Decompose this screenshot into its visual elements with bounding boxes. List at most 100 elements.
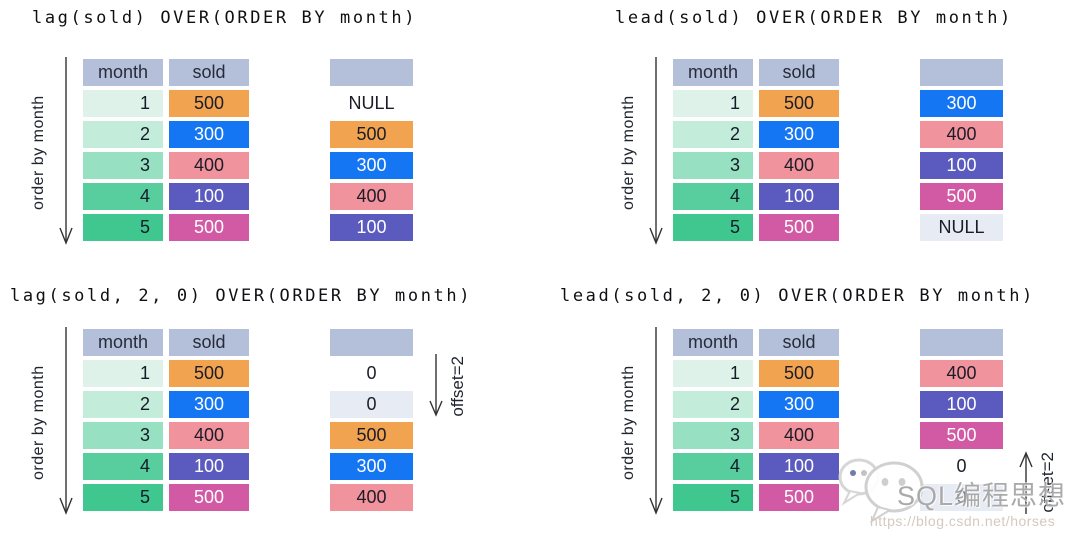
source-table: month sold 1 500 2 300 3 400 4 100 5 500	[673, 329, 839, 515]
month-cell: 4	[83, 453, 163, 480]
table-row: 3 400	[83, 152, 249, 179]
table-row: 2 300	[83, 391, 249, 418]
month-cell: 5	[673, 214, 753, 241]
table-row: 4 100	[83, 453, 249, 480]
order-arrow-icon	[59, 327, 73, 515]
axis-label: order by month	[30, 95, 47, 211]
sold-cell: 100	[169, 453, 249, 480]
column-header-month: month	[83, 59, 163, 86]
month-cell: 4	[83, 183, 163, 210]
table-row: 5 500	[83, 484, 249, 511]
month-cell: 3	[83, 152, 163, 179]
quadrant-title: lead(sold, 2, 0) OVER(ORDER BY month)	[560, 286, 1035, 306]
sold-cell: 300	[759, 121, 839, 148]
result-cell: 300	[920, 90, 1003, 117]
sold-cell: 500	[759, 214, 839, 241]
offset-annotation: offset=2	[428, 354, 468, 418]
sold-cell: 500	[759, 484, 839, 511]
quadrant-title: lag(sold) OVER(ORDER BY month)	[32, 8, 418, 28]
table-row: 3 400	[83, 422, 249, 449]
table-row: 1 500	[673, 90, 839, 117]
result-column: 300 400 100 500 NULL	[920, 59, 1003, 245]
table-row: 3 400	[673, 422, 839, 449]
result-cell: 0	[366, 363, 377, 383]
quadrant-title: lead(sold) OVER(ORDER BY month)	[615, 8, 1013, 28]
result-cell: 300	[330, 152, 413, 179]
table-row: 4 100	[673, 183, 839, 210]
month-cell: 5	[83, 484, 163, 511]
result-header-cell	[330, 59, 413, 86]
result-cell: 0	[920, 484, 1003, 511]
axis-label: order by month	[30, 365, 47, 481]
sold-cell: 300	[759, 391, 839, 418]
source-table: month sold 1 500 2 300 3 400 4 100 5 500	[673, 59, 839, 245]
quadrant: lead(sold) OVER(ORDER BY month) order by…	[540, 0, 1080, 273]
month-cell: 3	[673, 422, 753, 449]
column-header-sold: sold	[169, 59, 249, 86]
month-cell: 4	[673, 183, 753, 210]
sold-cell: 400	[759, 422, 839, 449]
sold-cell: 400	[169, 422, 249, 449]
result-cell: 500	[330, 422, 413, 449]
offset-label: offset=2	[448, 355, 467, 417]
table-rows: 1 500 2 300 3 400 4 100 5 500	[673, 360, 839, 511]
month-cell: 3	[83, 422, 163, 449]
table-row: 5 500	[673, 484, 839, 511]
source-table: month sold 1 500 2 300 3 400 4 100 5 500	[83, 329, 249, 515]
table-row: 4 100	[83, 183, 249, 210]
table-row: 2 300	[673, 391, 839, 418]
result-cells: 300 400 100 500 NULL	[920, 90, 1003, 241]
column-header-sold: sold	[759, 59, 839, 86]
table-rows: 1 500 2 300 3 400 4 100 5 500	[83, 360, 249, 511]
result-cell: 500	[330, 121, 413, 148]
axis-label: order by month	[620, 95, 637, 211]
column-header-month: month	[673, 59, 753, 86]
result-cell: NULL	[348, 93, 395, 113]
order-arrow-icon	[649, 57, 663, 245]
column-header-sold: sold	[169, 329, 249, 356]
month-cell: 2	[83, 391, 163, 418]
result-cell: 400	[920, 121, 1003, 148]
offset-arrow-icon	[429, 354, 443, 417]
month-cell: 4	[673, 453, 753, 480]
column-header-month: month	[673, 329, 753, 356]
sold-cell: 100	[169, 183, 249, 210]
order-arrow-icon	[59, 57, 73, 245]
month-cell: 2	[673, 121, 753, 148]
offset-annotation: offset=2	[1018, 450, 1058, 514]
result-cell: 0	[956, 456, 967, 476]
month-cell: 1	[83, 90, 163, 117]
sold-cell: 500	[169, 360, 249, 387]
header-row: month sold	[673, 59, 839, 86]
sold-cell: 500	[169, 90, 249, 117]
source-table: month sold 1 500 2 300 3 400 4 100 5 500	[83, 59, 249, 245]
month-cell: 2	[83, 121, 163, 148]
result-cell: 100	[330, 214, 413, 241]
result-header-cell	[330, 329, 413, 356]
column-header-sold: sold	[759, 329, 839, 356]
header-row: month sold	[83, 329, 249, 356]
sold-cell: 300	[169, 121, 249, 148]
result-header-cell	[920, 59, 1003, 86]
sold-cell: 100	[759, 183, 839, 210]
sold-cell: 500	[759, 90, 839, 117]
result-cell: 300	[330, 453, 413, 480]
table-row: 5 500	[673, 214, 839, 241]
month-cell: 3	[673, 152, 753, 179]
result-cells: NULL 500 300 400 100	[330, 90, 413, 241]
result-column: 0 0 500 300 400	[330, 329, 413, 515]
result-cell: 500	[920, 183, 1003, 210]
quadrant: lead(sold, 2, 0) OVER(ORDER BY month) or…	[540, 270, 1080, 543]
quadrant: lag(sold) OVER(ORDER BY month) order by …	[0, 0, 540, 273]
sold-cell: 400	[169, 152, 249, 179]
quadrant-title: lag(sold, 2, 0) OVER(ORDER BY month)	[10, 286, 473, 306]
result-cell: 500	[920, 422, 1003, 449]
table-rows: 1 500 2 300 3 400 4 100 5 500	[83, 90, 249, 241]
table-row: 1 500	[83, 360, 249, 387]
column-header-month: month	[83, 329, 163, 356]
table-row: 2 300	[673, 121, 839, 148]
table-row: 1 500	[83, 90, 249, 117]
month-cell: 1	[673, 360, 753, 387]
sold-cell: 500	[169, 484, 249, 511]
sold-cell: 500	[759, 360, 839, 387]
